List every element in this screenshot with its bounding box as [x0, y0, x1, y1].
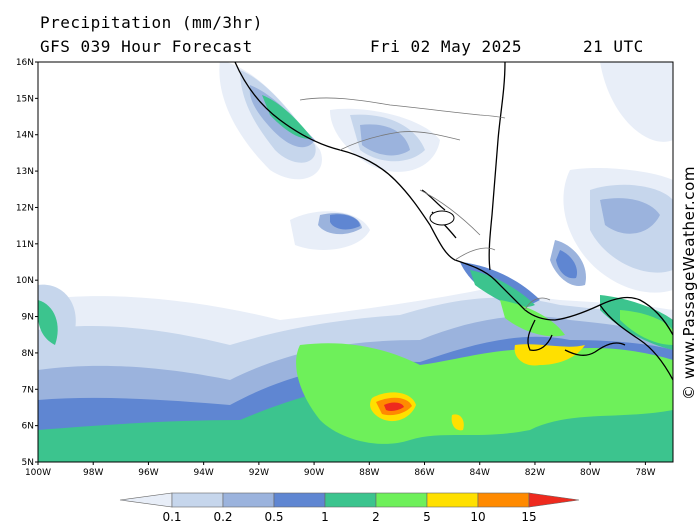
lon-tick-label: 82W — [525, 468, 545, 478]
lat-tick-label: 12N — [16, 203, 34, 213]
lat-tick-label: 6N — [22, 422, 34, 432]
lat-tick-label: 13N — [16, 167, 34, 177]
colorbar-min-arrow — [119, 492, 173, 508]
lon-tick-label: 90W — [304, 468, 324, 478]
lon-tick-label: 98W — [83, 468, 103, 478]
colorbar-max-arrow — [528, 492, 580, 508]
lat-tick-label: 10N — [16, 276, 34, 286]
lat-tick-label: 8N — [22, 349, 34, 359]
colorbar-label: 10 — [470, 510, 486, 524]
lon-tick-label: 96W — [138, 468, 158, 478]
lat-tick-label: 5N — [22, 458, 34, 468]
lat-tick-label: 16N — [16, 58, 34, 68]
colorbar-label: 0.1 — [162, 510, 182, 524]
colorbar — [119, 492, 580, 508]
lat-tick-label: 14N — [16, 131, 34, 141]
lon-tick-label: 86W — [414, 468, 434, 478]
colorbar-segment — [222, 492, 275, 508]
precip-field — [38, 62, 673, 462]
lon-tick-label: 88W — [359, 468, 379, 478]
colorbar-label: 15 — [521, 510, 537, 524]
colorbar-segment — [477, 492, 530, 508]
colorbar-segment — [171, 492, 224, 508]
map-layers — [38, 62, 673, 462]
colorbar-label: 2 — [372, 510, 380, 524]
lon-tick-label: 100W — [25, 468, 51, 478]
colorbar-label: 1 — [321, 510, 329, 524]
colorbar-segment — [273, 492, 326, 508]
colorbar-segment — [426, 492, 479, 508]
lat-tick-label: 9N — [22, 313, 34, 323]
lon-tick-label: 94W — [193, 468, 213, 478]
forecast-time: 21 UTC — [583, 37, 644, 56]
forecast-subtitle: GFS 039 Hour Forecast — [40, 37, 253, 56]
colorbar-segment — [324, 492, 377, 508]
map-frame — [37, 61, 674, 463]
lat-tick-label: 15N — [16, 94, 34, 104]
latitude-axis: 16N 15N 14N 13N 12N 11N 10N 9N 8N 7N 6N 5N — [16, 58, 38, 468]
map-title: Precipitation (mm/3hr) — [40, 13, 263, 32]
colorbar-label: 5 — [423, 510, 431, 524]
country-borders — [299, 97, 551, 311]
lon-tick-label: 78W — [635, 468, 655, 478]
lat-tick-label: 11N — [16, 240, 34, 250]
colorbar-label: 0.5 — [264, 510, 284, 524]
lon-tick-label: 92W — [249, 468, 269, 478]
colorbar-segment — [375, 492, 428, 508]
longitude-axis: 100W 98W 96W 94W 92W 90W 88W 86W 84W 82W 80W 78W — [25, 462, 656, 478]
lat-tick-label: 7N — [22, 385, 34, 395]
lon-tick-label: 80W — [580, 468, 600, 478]
lake-nicaragua — [429, 210, 455, 226]
colorbar-label: 0.2 — [213, 510, 233, 524]
lon-tick-label: 84W — [470, 468, 490, 478]
forecast-date: Fri 02 May 2025 — [370, 37, 522, 56]
